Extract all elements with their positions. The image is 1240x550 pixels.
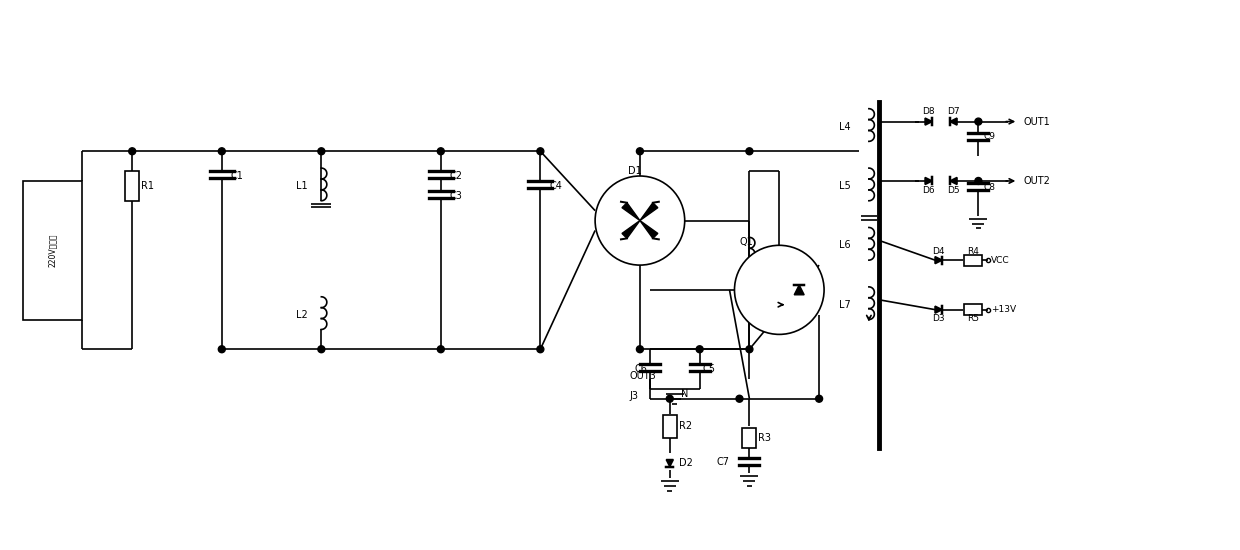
- Text: D3: D3: [932, 314, 945, 323]
- Polygon shape: [935, 306, 942, 313]
- Text: C8: C8: [983, 183, 996, 192]
- Text: R3: R3: [759, 433, 771, 443]
- Text: +13V: +13V: [991, 305, 1017, 314]
- Text: L2: L2: [296, 310, 309, 320]
- Bar: [965, 255, 982, 266]
- Circle shape: [537, 148, 544, 155]
- Circle shape: [666, 395, 673, 402]
- Text: L1: L1: [296, 181, 308, 191]
- Polygon shape: [925, 178, 932, 184]
- Text: L4: L4: [839, 122, 851, 131]
- Polygon shape: [925, 118, 932, 125]
- Polygon shape: [640, 221, 658, 238]
- Polygon shape: [950, 118, 957, 125]
- Text: L3: L3: [758, 250, 769, 260]
- Text: C9: C9: [983, 132, 996, 141]
- Polygon shape: [950, 178, 957, 184]
- Text: D2: D2: [678, 458, 693, 468]
- Text: D5: D5: [947, 186, 960, 195]
- Circle shape: [696, 346, 703, 353]
- Text: C7: C7: [717, 456, 729, 466]
- Text: L6: L6: [839, 240, 851, 250]
- Circle shape: [438, 148, 444, 155]
- Circle shape: [218, 148, 226, 155]
- Text: C2: C2: [450, 171, 463, 181]
- Text: D1: D1: [627, 166, 642, 176]
- Text: C6: C6: [635, 364, 647, 374]
- Polygon shape: [666, 460, 673, 466]
- Text: C1: C1: [231, 171, 243, 181]
- Bar: [743, 428, 756, 448]
- Text: C4: C4: [549, 181, 562, 191]
- Circle shape: [737, 395, 743, 402]
- Bar: [125, 171, 139, 201]
- Text: OUT3: OUT3: [630, 371, 657, 381]
- Text: R4: R4: [967, 247, 980, 256]
- Polygon shape: [935, 257, 942, 263]
- Text: 220V交流电: 220V交流电: [48, 234, 57, 267]
- Circle shape: [129, 148, 135, 155]
- Circle shape: [636, 346, 644, 353]
- Text: D7: D7: [947, 107, 960, 116]
- Circle shape: [816, 395, 822, 402]
- Circle shape: [636, 148, 644, 155]
- Text: L5: L5: [839, 181, 851, 191]
- Text: J3: J3: [630, 390, 639, 401]
- Circle shape: [595, 176, 684, 265]
- Circle shape: [734, 245, 825, 334]
- Text: D8: D8: [923, 107, 935, 116]
- Bar: [965, 304, 982, 315]
- Circle shape: [438, 346, 444, 353]
- Text: R1: R1: [141, 181, 154, 191]
- Circle shape: [975, 178, 982, 184]
- Text: R2: R2: [678, 421, 692, 431]
- Bar: [663, 415, 677, 438]
- Text: Q1: Q1: [739, 238, 753, 248]
- Text: D4: D4: [932, 247, 945, 256]
- Text: R5: R5: [967, 314, 980, 323]
- Circle shape: [746, 346, 753, 353]
- Circle shape: [537, 346, 544, 353]
- Bar: [22, 181, 82, 320]
- Circle shape: [975, 118, 982, 125]
- Text: OUT2: OUT2: [1023, 176, 1050, 186]
- Polygon shape: [794, 285, 805, 295]
- Text: C3: C3: [450, 191, 463, 201]
- Text: D6: D6: [923, 186, 935, 195]
- Text: C5: C5: [703, 364, 715, 374]
- Text: N: N: [681, 389, 688, 399]
- Circle shape: [317, 148, 325, 155]
- Text: OUT1: OUT1: [1023, 117, 1050, 126]
- Circle shape: [317, 346, 325, 353]
- Text: VCC: VCC: [991, 256, 1009, 265]
- Polygon shape: [622, 203, 640, 221]
- Polygon shape: [640, 203, 658, 221]
- Circle shape: [746, 148, 753, 155]
- Polygon shape: [622, 221, 640, 238]
- Text: L7: L7: [839, 300, 851, 310]
- Circle shape: [218, 346, 226, 353]
